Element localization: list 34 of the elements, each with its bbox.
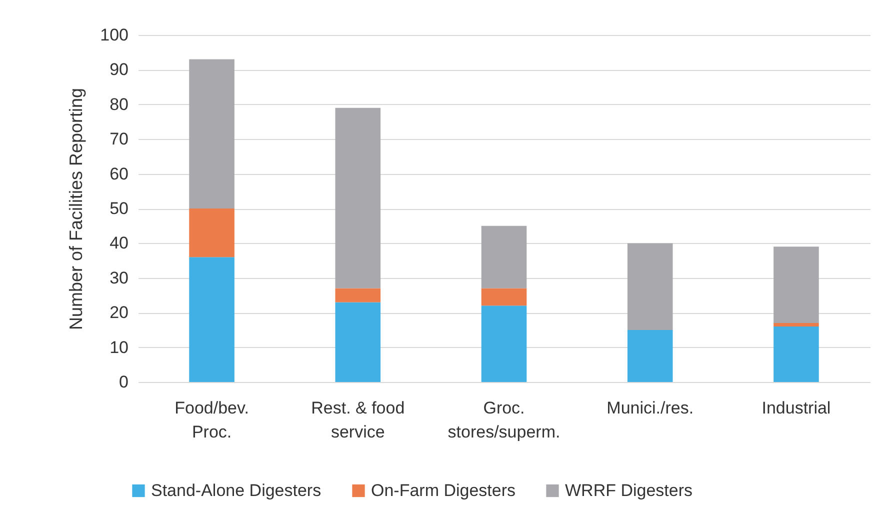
- y-tick-label: 50: [110, 199, 128, 218]
- y-tick-label: 80: [110, 94, 128, 114]
- y-tick-label: 60: [110, 164, 128, 184]
- bar: [335, 302, 381, 382]
- legend-label: Stand-Alone Digesters: [151, 480, 322, 500]
- y-tick-label: 40: [110, 234, 128, 253]
- y-axis-title: Number of Facilities Reporting: [66, 88, 86, 330]
- y-tick-label: 70: [110, 130, 128, 149]
- y-tick-label: 20: [110, 303, 128, 322]
- x-tick-label: Groc. stores/superm.: [448, 398, 560, 442]
- x-tick-label: Munici./res.: [606, 398, 694, 418]
- bar: [481, 288, 527, 306]
- bar: [627, 330, 673, 382]
- bar: [774, 246, 819, 324]
- bar: [481, 306, 527, 382]
- bar: [189, 208, 234, 258]
- legend-label: On-Farm Digesters: [371, 480, 516, 500]
- bar: [335, 288, 381, 302]
- y-tick-label: 30: [110, 268, 128, 288]
- y-tick-label: 90: [110, 60, 128, 80]
- bar: [189, 59, 234, 208]
- bar: [627, 243, 673, 330]
- bar: [335, 108, 381, 288]
- y-tick-label: 10: [110, 338, 128, 357]
- bar: [481, 226, 527, 288]
- y-tick-label: 100: [100, 26, 128, 44]
- x-tick-label: Industrial: [762, 398, 831, 418]
- bar: [189, 257, 234, 382]
- bar: [774, 323, 819, 326]
- x-tick-label: Rest. & food service: [311, 398, 405, 442]
- legend-label: WRRF Digesters: [565, 480, 693, 500]
- bar: [774, 326, 819, 382]
- y-tick-label: 0: [119, 372, 128, 392]
- x-tick-label: Food/bev. Proc.: [174, 398, 249, 442]
